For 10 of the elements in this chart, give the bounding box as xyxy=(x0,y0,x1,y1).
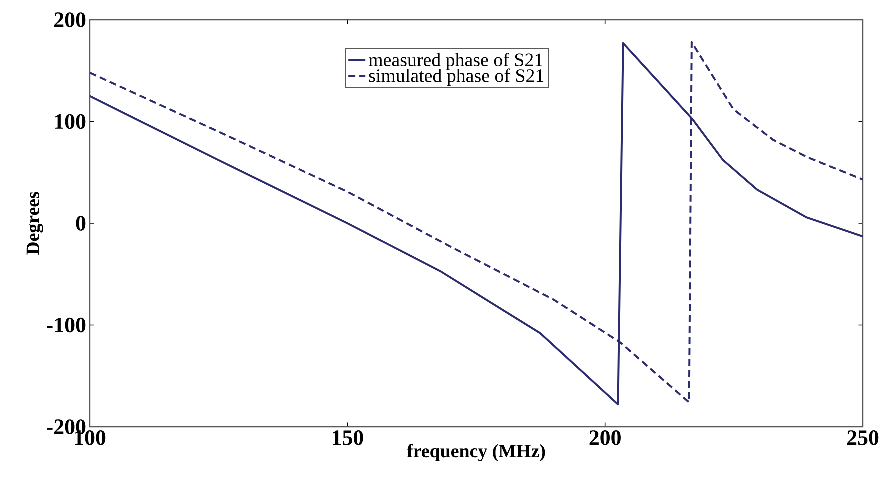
legend-label: simulated phase of S21 xyxy=(369,68,544,86)
y-tick-label: 100 xyxy=(55,114,86,130)
x-tick-label: 150 xyxy=(332,430,364,446)
y-tick-label: 200 xyxy=(54,12,86,28)
y-axis-title: Degrees xyxy=(26,192,44,256)
y-tick-label: 0 xyxy=(76,216,86,231)
y-tick-label: -100 xyxy=(47,318,86,333)
x-axis-title: frequency (MHz) xyxy=(407,444,546,462)
x-tick-label: 250 xyxy=(847,430,879,446)
x-tick-label: 200 xyxy=(590,430,621,446)
